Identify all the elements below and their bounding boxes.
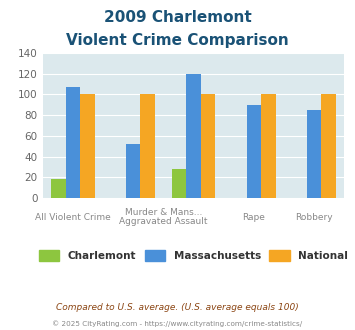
Text: All Violent Crime: All Violent Crime	[35, 213, 111, 221]
Text: Rape: Rape	[242, 213, 265, 221]
Bar	[140, 94, 155, 198]
Bar	[321, 94, 336, 198]
Bar	[307, 110, 321, 198]
Text: Compared to U.S. average. (U.S. average equals 100): Compared to U.S. average. (U.S. average …	[56, 303, 299, 312]
Text: Murder & Mans...: Murder & Mans...	[125, 208, 202, 217]
Bar	[126, 144, 140, 198]
Text: Aggravated Assault: Aggravated Assault	[119, 217, 208, 226]
Bar	[186, 74, 201, 198]
Text: Robbery: Robbery	[295, 213, 333, 221]
Legend: Charlemont, Massachusetts, National: Charlemont, Massachusetts, National	[34, 246, 353, 265]
Text: © 2025 CityRating.com - https://www.cityrating.com/crime-statistics/: © 2025 CityRating.com - https://www.city…	[53, 321, 302, 327]
Bar	[261, 94, 275, 198]
Bar	[201, 94, 215, 198]
Bar	[51, 179, 66, 198]
Text: 2009 Charlemont: 2009 Charlemont	[104, 10, 251, 25]
Text: Violent Crime Comparison: Violent Crime Comparison	[66, 33, 289, 48]
Bar	[172, 169, 186, 198]
Bar	[247, 105, 261, 198]
Bar	[66, 87, 80, 198]
Bar	[80, 94, 94, 198]
